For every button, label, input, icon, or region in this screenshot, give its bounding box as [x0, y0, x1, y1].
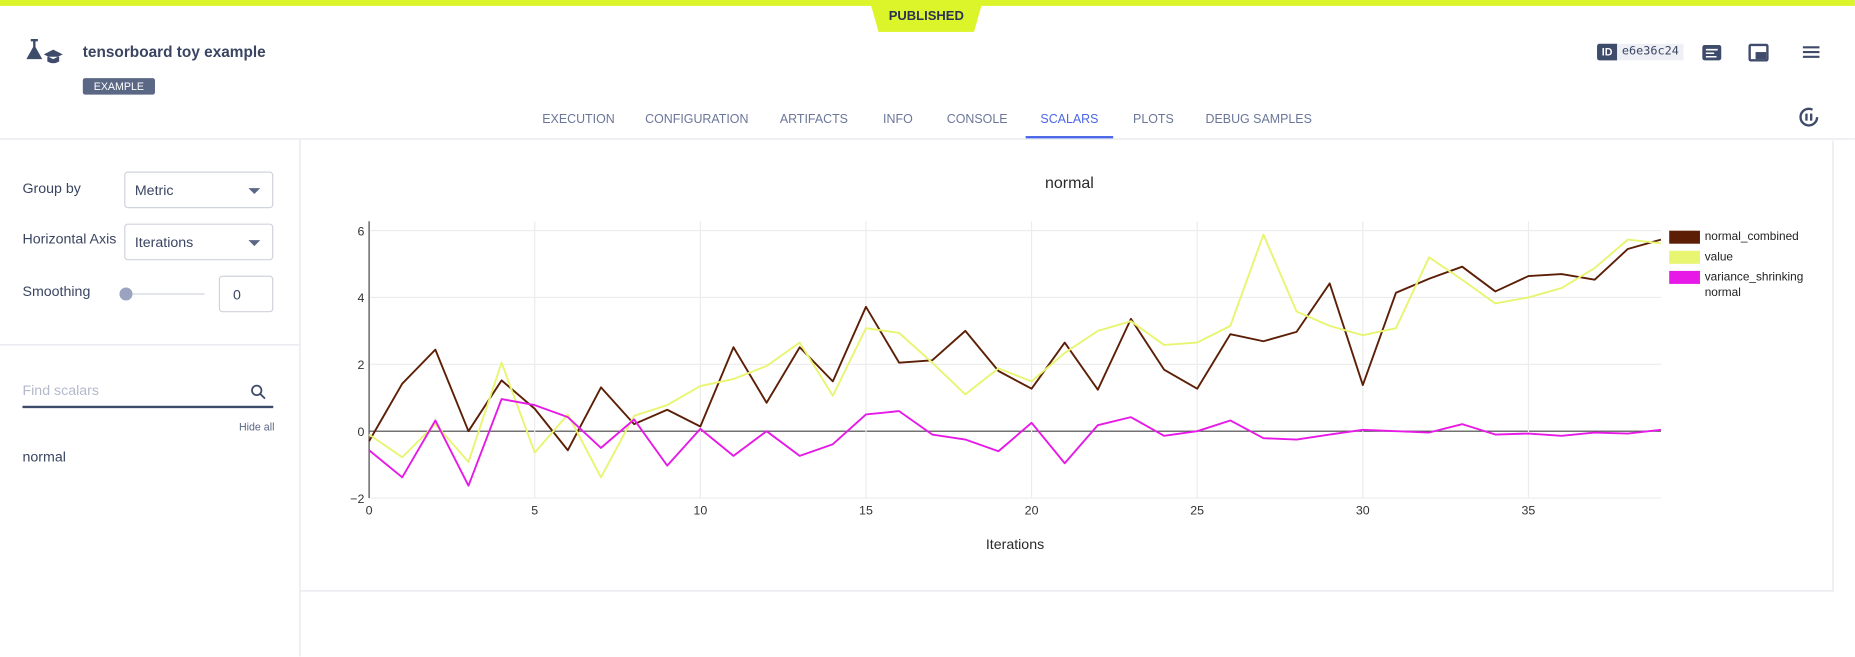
- toolbar-icons[interactable]: [1701, 43, 1831, 64]
- select-value: Iterations: [134, 234, 194, 251]
- tab-indicator: [1025, 136, 1114, 139]
- slider-thumb[interactable]: [119, 287, 133, 301]
- y-tick-label: 2: [357, 358, 364, 372]
- series-line: [368, 398, 1662, 487]
- id-label: ID: [1597, 43, 1618, 61]
- search-input[interactable]: Find scalars: [22, 382, 100, 399]
- search-icon[interactable]: [250, 383, 267, 400]
- tab[interactable]: DEBUG SAMPLES: [1205, 112, 1312, 127]
- tab[interactable]: PLOTS: [1133, 112, 1174, 127]
- divider: [0, 138, 1855, 140]
- task-icon: [26, 39, 63, 64]
- tab[interactable]: EXECUTION: [542, 112, 615, 127]
- legend-item[interactable]: value: [1669, 250, 1813, 265]
- tab-active[interactable]: SCALARS: [1040, 112, 1099, 127]
- tab[interactable]: CONFIGURATION: [645, 112, 749, 127]
- tab[interactable]: ARTIFACTS: [779, 112, 848, 127]
- metric-item[interactable]: normal: [22, 448, 66, 465]
- tag[interactable]: EXAMPLE: [82, 78, 155, 95]
- series-line: [368, 233, 1662, 479]
- tab[interactable]: INFO: [883, 112, 913, 127]
- search-underline: [22, 405, 274, 408]
- smoothing-input[interactable]: 0: [218, 275, 274, 313]
- axis-select[interactable]: Iterations: [124, 223, 274, 261]
- id-badge[interactable]: ID e6e36c24: [1597, 43, 1684, 61]
- label: Group by: [22, 179, 81, 197]
- legend-item[interactable]: variance_shrinking normal: [1669, 270, 1813, 301]
- chart-panel: normal Iterations −2 0 2 4 6 0 5 10 15 20 25 30 35: [300, 140, 1834, 592]
- x-tick-label: 5: [531, 504, 538, 518]
- chart-title: normal: [1045, 175, 1094, 192]
- task-title: tensorboard toy example: [82, 42, 266, 61]
- legend-swatch: [1669, 250, 1700, 264]
- x-tick-label: 15: [859, 504, 873, 518]
- y-tick-label: −2: [350, 492, 364, 506]
- legend-swatch: [1669, 230, 1700, 244]
- label: Horizontal Axis: [22, 230, 117, 248]
- legend-label: variance_shrinking normal: [1704, 270, 1804, 300]
- x-tick-label: 25: [1190, 504, 1204, 518]
- select-value: Metric: [134, 182, 174, 199]
- label: Smoothing: [22, 282, 91, 300]
- refresh-icon[interactable]: [1797, 105, 1821, 129]
- x-tick-label: 0: [366, 504, 373, 518]
- legend-swatch: [1669, 270, 1700, 284]
- sidebar: Group by Metric Horizontal Axis Iteratio…: [0, 139, 301, 657]
- y-tick-label: 0: [357, 425, 364, 439]
- status-badge: PUBLISHED: [869, 0, 984, 32]
- series-line: [368, 238, 1662, 452]
- legend-item[interactable]: normal_combined: [1669, 230, 1813, 245]
- x-tick-label: 35: [1522, 504, 1536, 518]
- legend-label: normal_combined: [1704, 230, 1799, 244]
- y-tick-label: 4: [357, 291, 364, 305]
- x-tick-label: 30: [1356, 504, 1370, 518]
- slider-track: [125, 293, 205, 295]
- legend-label: value: [1704, 250, 1733, 264]
- group-by-select[interactable]: Metric: [124, 171, 274, 209]
- x-tick-label: 10: [693, 504, 707, 518]
- id-value: e6e36c24: [1617, 43, 1684, 61]
- divider: [0, 344, 300, 346]
- hide-all[interactable]: Hide all: [238, 421, 275, 433]
- x-axis-title: Iterations: [986, 537, 1044, 553]
- y-tick-label: 6: [357, 224, 364, 238]
- x-tick-label: 20: [1025, 504, 1039, 518]
- tab[interactable]: CONSOLE: [946, 112, 1008, 127]
